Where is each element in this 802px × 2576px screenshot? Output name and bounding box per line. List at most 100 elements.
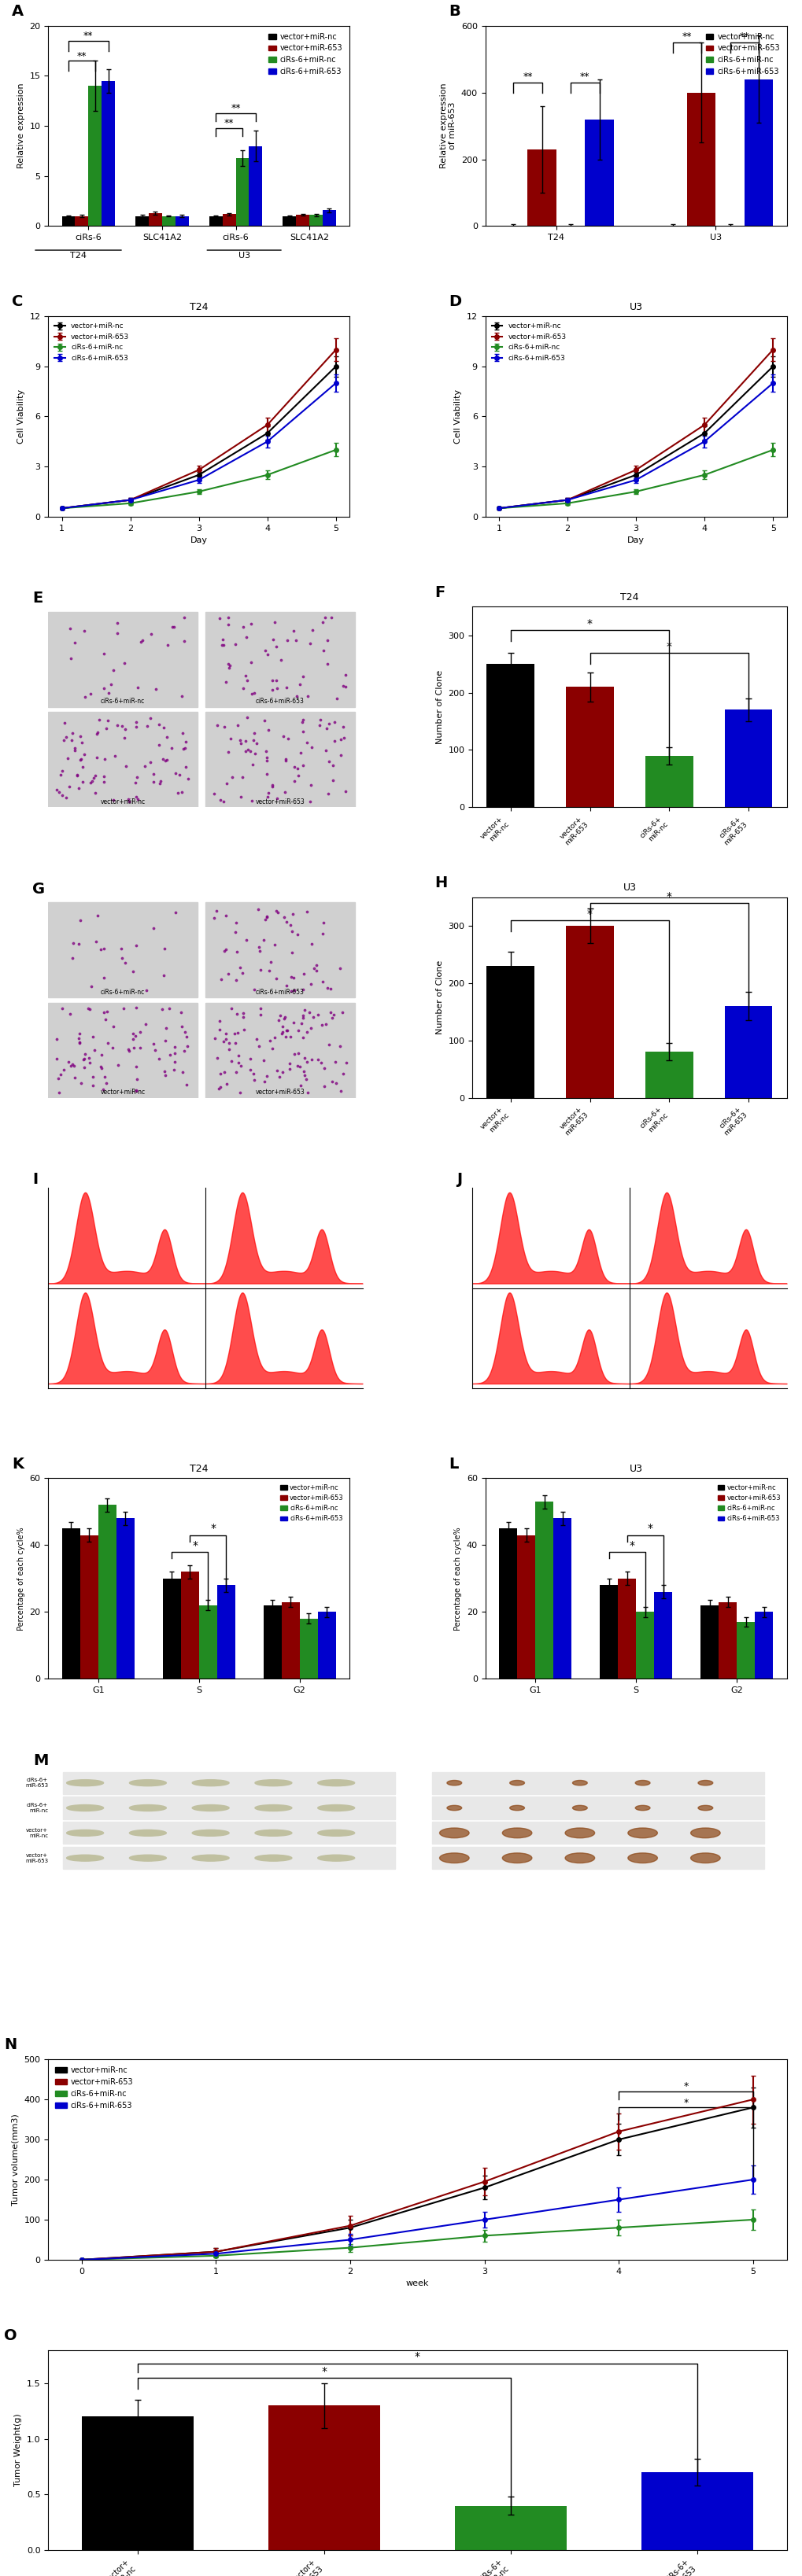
Point	[106, 1028, 119, 1069]
Point	[122, 778, 135, 819]
Point	[213, 1054, 226, 1095]
Point	[258, 899, 271, 940]
Point	[229, 1051, 242, 1092]
Point	[147, 760, 160, 801]
Bar	[299, 1618, 318, 1680]
Y-axis label: Cell Viability: Cell Viability	[454, 389, 462, 443]
Point	[129, 1069, 142, 1110]
Point	[334, 719, 346, 760]
Point	[73, 1023, 86, 1064]
Point	[179, 747, 192, 788]
Point	[119, 708, 132, 750]
Title: T24: T24	[189, 1463, 208, 1473]
Point	[305, 925, 318, 966]
Point	[130, 706, 143, 747]
Point	[138, 744, 151, 786]
Point	[319, 1005, 332, 1046]
Point	[294, 665, 306, 706]
Point	[234, 721, 247, 762]
Bar	[175, 216, 188, 227]
Ellipse shape	[318, 1855, 354, 1860]
Point	[335, 992, 348, 1033]
Text: T24: T24	[70, 252, 87, 260]
Point	[229, 958, 242, 999]
Point	[213, 598, 226, 639]
Y-axis label: Percentage of each cycle%: Percentage of each cycle%	[454, 1528, 462, 1631]
Point	[222, 647, 235, 688]
Bar	[48, 711, 197, 806]
Point	[95, 1036, 107, 1077]
X-axis label: Day: Day	[190, 536, 208, 544]
Text: ciRs-6+
miR-nc: ciRs-6+ miR-nc	[26, 1803, 48, 1814]
Text: ciRs-6+miR-653: ciRs-6+miR-653	[255, 698, 304, 706]
Text: ciRs-6+miR-nc: ciRs-6+miR-nc	[100, 989, 145, 994]
Point	[128, 1028, 140, 1069]
Point	[175, 770, 188, 811]
Point	[165, 726, 178, 768]
Point	[214, 781, 227, 822]
Point	[71, 755, 83, 796]
Point	[174, 992, 187, 1033]
Text: *: *	[192, 1540, 197, 1551]
Point	[90, 737, 103, 778]
Point	[317, 902, 330, 943]
Point	[129, 925, 142, 966]
Y-axis label: Cell Viability: Cell Viability	[17, 389, 25, 443]
Point	[84, 762, 97, 804]
Point	[225, 987, 237, 1028]
Bar	[645, 755, 692, 806]
Point	[279, 1015, 292, 1056]
Point	[316, 600, 329, 641]
Point	[63, 608, 76, 649]
Point	[322, 739, 335, 781]
Point	[130, 1059, 143, 1100]
Text: G: G	[32, 881, 45, 896]
Text: U3: U3	[238, 252, 249, 260]
Circle shape	[447, 1780, 461, 1785]
Point	[83, 989, 96, 1030]
Point	[330, 1064, 342, 1105]
Circle shape	[698, 1806, 712, 1811]
Point	[131, 757, 144, 799]
Point	[317, 631, 330, 672]
Point	[253, 930, 265, 971]
Text: vector+miR-653: vector+miR-653	[261, 1381, 306, 1386]
Point	[301, 675, 314, 716]
Bar	[63, 1772, 395, 1793]
Point	[216, 623, 229, 665]
Point	[51, 1018, 63, 1059]
Title: T24: T24	[189, 301, 208, 312]
Text: ciRs-6+miR-nc: ciRs-6+miR-nc	[530, 1280, 571, 1285]
Text: D: D	[448, 294, 461, 309]
Point	[330, 677, 342, 719]
Point	[175, 1005, 188, 1046]
Point	[68, 726, 81, 768]
Point	[261, 775, 273, 817]
Point	[149, 670, 162, 711]
Point	[52, 1072, 65, 1113]
Bar	[249, 147, 262, 227]
Text: N: N	[4, 2038, 17, 2053]
Point	[257, 920, 269, 961]
Bar	[322, 211, 335, 227]
Point	[177, 621, 190, 662]
Point	[157, 708, 170, 750]
Point	[63, 994, 76, 1036]
Bar	[431, 1772, 764, 1793]
Point	[51, 770, 63, 811]
Point	[97, 927, 110, 969]
Bar	[222, 214, 236, 227]
Circle shape	[627, 1829, 657, 1839]
Text: J: J	[456, 1172, 462, 1188]
Point	[135, 621, 148, 662]
Text: *: *	[666, 641, 671, 652]
Bar	[754, 1613, 772, 1680]
Point	[141, 706, 154, 747]
Ellipse shape	[192, 1855, 229, 1860]
Point	[253, 1025, 265, 1066]
Point	[241, 729, 254, 770]
Bar	[585, 118, 613, 227]
Point	[258, 701, 271, 742]
Point	[288, 760, 301, 801]
Point	[263, 951, 276, 992]
